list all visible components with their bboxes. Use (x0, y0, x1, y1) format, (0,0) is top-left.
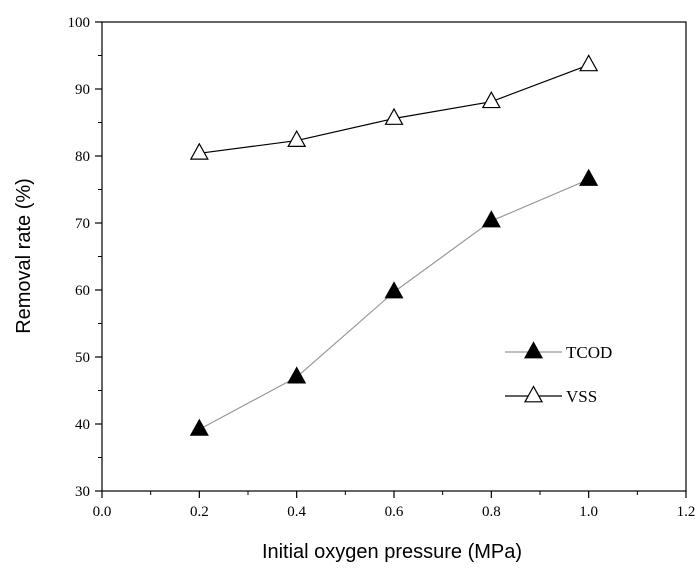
x-tick-label: 0.8 (482, 504, 501, 520)
y-tick-label: 100 (68, 15, 91, 31)
x-tick-label: 0.0 (93, 504, 112, 520)
y-tick-label: 30 (75, 484, 90, 500)
y-tick-label: 40 (75, 417, 90, 433)
y-tick-label: 50 (75, 350, 90, 366)
legend-label: VSS (566, 387, 597, 406)
x-tick-label: 1.0 (579, 504, 598, 520)
x-tick-label: 0.6 (385, 504, 404, 520)
x-tick-label: 0.4 (287, 504, 306, 520)
data-point-open-triangle (579, 54, 599, 72)
data-point-open-triangle (189, 142, 209, 160)
y-axis-title: Removal rate (%) (13, 178, 35, 334)
y-axis: 30 40 50 60 70 80 90 100 (68, 15, 102, 500)
series-layer (189, 54, 599, 436)
data-point-filled-triangle (579, 168, 599, 186)
series-tcod (189, 168, 599, 436)
data-point-filled-triangle (384, 281, 404, 299)
legend-item-vss: VSS (505, 385, 597, 406)
data-point-open-triangle (481, 91, 501, 109)
x-tick-label: 1.2 (677, 504, 696, 520)
x-tick-label: 0.2 (190, 504, 209, 520)
data-point-filled-triangle (481, 210, 501, 228)
legend-marker (523, 385, 544, 403)
legend-marker (523, 341, 544, 359)
series-vss (189, 54, 599, 160)
y-tick-label: 70 (75, 216, 90, 232)
plot-area (101, 21, 687, 492)
data-point-filled-triangle (287, 366, 307, 384)
data-point-open-triangle (384, 107, 404, 125)
x-axis-title: Initial oxygen pressure (MPa) (262, 541, 522, 563)
y-tick-label: 80 (75, 149, 90, 165)
data-point-open-triangle (287, 129, 307, 148)
data-point-filled-triangle (189, 418, 209, 436)
legend-item-tcod: TCOD (505, 341, 612, 362)
plot-frame (101, 21, 687, 492)
y-tick-label: 60 (75, 283, 90, 299)
legend: TCOD VSS (505, 341, 612, 406)
x-axis: 0.0 0.2 0.4 0.6 0.8 1.0 1.2 (93, 491, 696, 520)
y-tick-label: 90 (75, 82, 90, 98)
legend-label: TCOD (566, 343, 612, 362)
